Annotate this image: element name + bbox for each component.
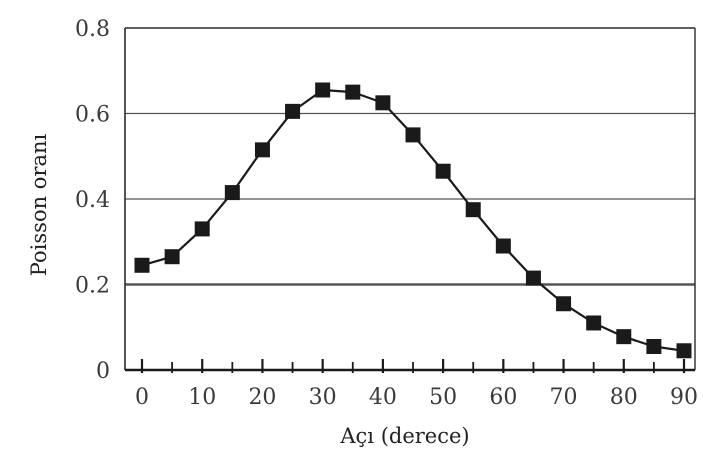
x-tick-label-3: 30 <box>309 385 337 410</box>
data-point-0-12 <box>495 238 511 254</box>
data-point-0-11 <box>465 202 481 218</box>
data-point-0-10 <box>435 163 451 179</box>
data-point-0-7 <box>345 84 361 100</box>
data-point-0-5 <box>285 103 301 119</box>
x-tick-label-7: 70 <box>550 385 578 410</box>
x-tick-label-0: 0 <box>135 385 149 410</box>
data-point-0-14 <box>556 296 572 312</box>
data-series <box>134 82 692 359</box>
data-point-0-2 <box>194 221 210 237</box>
grid-lines <box>125 112 695 286</box>
tick-labels: 0 10 20 30 40 50 60 70 80 90 0 0.2 0.4 0.6 0.8 <box>75 17 698 410</box>
data-point-0-8 <box>375 95 391 111</box>
data-point-0-17 <box>646 338 662 354</box>
y-axis-title: Poisson oranı <box>27 133 51 276</box>
y-tick-label-2: 0.4 <box>75 188 110 213</box>
data-point-0-15 <box>586 315 602 331</box>
data-point-0-16 <box>616 329 632 345</box>
data-point-0-13 <box>525 270 541 286</box>
x-tick-label-8: 80 <box>610 385 638 410</box>
y-tick-label-0: 0 <box>96 359 110 384</box>
data-point-0-4 <box>254 142 270 158</box>
y-tick-label-1: 0.2 <box>75 274 110 299</box>
axes <box>124 27 696 373</box>
x-tick-label-6: 60 <box>489 385 517 410</box>
data-point-0-9 <box>405 127 421 143</box>
data-point-0-0 <box>134 257 150 273</box>
data-point-0-6 <box>315 82 331 98</box>
data-point-0-3 <box>224 185 240 201</box>
x-axis-title: Açı (derece) <box>339 424 469 448</box>
x-tick-label-1: 10 <box>188 385 216 410</box>
y-tick-label-4: 0.8 <box>75 17 110 42</box>
x-tick-label-2: 20 <box>248 385 276 410</box>
x-tick-label-5: 50 <box>429 385 457 410</box>
x-tick-label-4: 40 <box>369 385 397 410</box>
y-tick-label-3: 0.6 <box>75 103 110 128</box>
x-tick-label-9: 90 <box>670 385 698 410</box>
data-point-0-1 <box>164 249 180 265</box>
data-point-0-18 <box>676 343 692 359</box>
